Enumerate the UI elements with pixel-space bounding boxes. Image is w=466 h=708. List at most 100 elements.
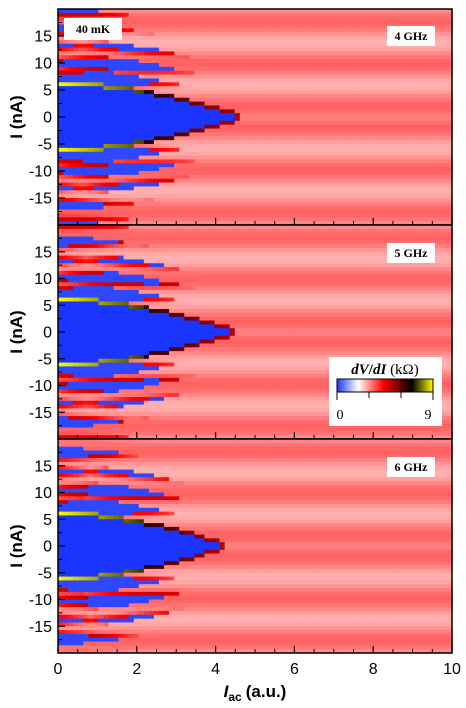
heatmap-cell xyxy=(436,117,443,122)
heatmap-cell xyxy=(371,63,377,68)
heatmap-cell xyxy=(103,362,110,367)
heatmap-cell xyxy=(386,174,392,180)
heatmap-cell xyxy=(265,201,271,207)
heatmap-cell xyxy=(73,59,79,64)
heatmap-cell xyxy=(98,263,105,268)
heatmap-cell xyxy=(103,136,110,141)
heatmap-cell xyxy=(133,39,140,45)
heatmap-cell xyxy=(93,221,100,226)
heatmap-cell xyxy=(260,51,266,56)
heatmap-cell xyxy=(123,74,130,80)
heatmap-cell xyxy=(143,201,150,207)
heatmap-cell xyxy=(63,419,69,425)
heatmap-cell xyxy=(335,163,342,168)
heatmap-cell xyxy=(78,136,84,141)
heatmap-cell xyxy=(143,221,150,226)
heatmap-cell xyxy=(128,78,135,83)
heatmap-cell xyxy=(209,43,216,49)
heatmap-cell xyxy=(244,66,251,72)
heatmap-cell xyxy=(285,128,291,134)
heatmap-cell xyxy=(78,423,84,429)
heatmap-cell xyxy=(153,9,160,14)
heatmap-cell xyxy=(194,9,201,14)
heatmap-cell xyxy=(275,128,281,134)
heatmap-cell xyxy=(320,194,327,199)
heatmap-cell xyxy=(391,205,398,211)
heatmap-cell xyxy=(376,132,382,137)
heatmap-cell xyxy=(396,101,403,107)
heatmap-cell xyxy=(83,225,89,230)
heatmap-cell xyxy=(174,86,180,91)
heatmap-cell xyxy=(194,147,201,153)
heatmap-cell xyxy=(73,225,79,230)
heatmap-cell xyxy=(88,297,94,303)
heatmap-cell xyxy=(391,221,398,226)
heatmap-cell xyxy=(356,109,362,114)
heatmap-cell xyxy=(426,174,433,180)
heatmap-cell xyxy=(78,39,84,45)
heatmap-cell xyxy=(78,431,84,436)
heatmap-cell xyxy=(78,74,84,80)
heatmap-cell xyxy=(113,55,120,60)
heatmap-cell xyxy=(401,209,408,215)
heatmap-cell xyxy=(128,178,135,184)
heatmap-cell xyxy=(174,24,180,29)
heatmap-cell xyxy=(78,416,84,421)
heatmap-cell xyxy=(411,70,418,76)
heatmap-cell xyxy=(356,55,362,60)
heatmap-cell xyxy=(123,9,130,14)
heatmap-cell xyxy=(270,16,276,22)
heatmap-cell xyxy=(381,213,387,218)
heatmap-cell xyxy=(143,86,150,91)
heatmap-cell xyxy=(366,186,372,191)
heatmap-cell xyxy=(164,12,170,18)
heatmap-cell xyxy=(431,93,438,99)
heatmap-cell xyxy=(229,63,236,68)
heatmap-cell xyxy=(396,144,403,149)
heatmap-cell xyxy=(103,221,110,226)
heatmap-cell xyxy=(224,120,231,126)
heatmap-cell xyxy=(83,163,89,168)
heatmap-cell xyxy=(325,66,332,72)
heatmap-cell xyxy=(78,427,84,432)
heatmap-cell xyxy=(295,70,302,76)
heatmap-cell xyxy=(300,201,307,207)
heatmap-cell xyxy=(189,32,195,37)
heatmap-cell xyxy=(290,55,297,60)
heatmap-cell xyxy=(93,393,100,398)
heatmap-cell xyxy=(164,151,170,157)
heatmap-cell xyxy=(108,9,115,14)
heatmap-cell xyxy=(310,93,317,99)
heatmap-cell xyxy=(118,47,125,53)
heatmap-cell xyxy=(315,151,322,157)
heatmap-cell xyxy=(83,389,89,394)
heatmap-cell xyxy=(189,20,195,26)
heatmap-cell xyxy=(164,43,170,49)
heatmap-cell xyxy=(285,97,291,103)
heatmap-cell xyxy=(68,400,74,406)
heatmap-cell xyxy=(265,221,271,226)
heatmap-cell xyxy=(280,66,286,72)
heatmap-cell xyxy=(204,132,211,137)
heatmap-cell xyxy=(300,86,307,91)
heatmap-cell xyxy=(184,32,190,37)
heatmap-cell xyxy=(275,59,281,64)
heatmap-cell xyxy=(350,32,357,37)
heatmap-cell xyxy=(436,201,443,207)
heatmap-cell xyxy=(386,186,392,191)
heatmap-cell xyxy=(118,136,125,141)
heatmap-cell xyxy=(290,109,297,114)
heatmap-cell xyxy=(315,132,322,137)
heatmap-cell xyxy=(260,101,266,107)
heatmap-cell xyxy=(63,151,69,157)
heatmap-cell xyxy=(219,194,226,199)
heatmap-cell xyxy=(68,370,74,375)
heatmap-cell xyxy=(118,194,125,199)
heatmap-cell xyxy=(310,32,317,37)
heatmap-cell xyxy=(118,63,125,68)
heatmap-cell xyxy=(179,213,185,218)
heatmap-cell xyxy=(138,86,145,91)
heatmap-cell xyxy=(386,155,392,161)
heatmap-cell xyxy=(103,396,110,402)
heatmap-cell xyxy=(78,124,84,130)
